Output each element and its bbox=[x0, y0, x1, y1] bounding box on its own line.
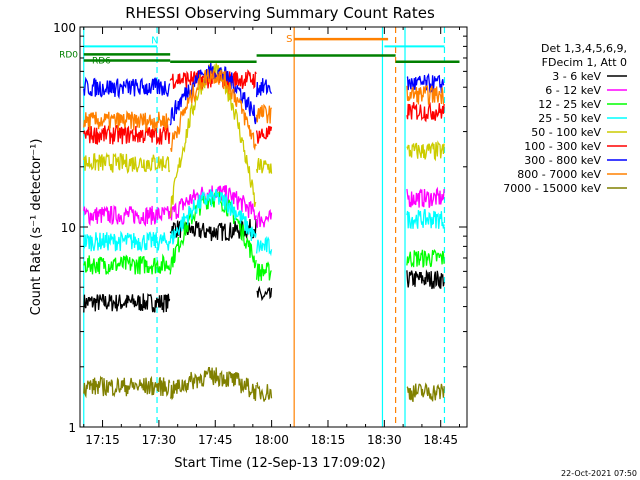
series-2-segment-2 bbox=[255, 261, 272, 282]
rd-label-0: RD0 bbox=[59, 50, 78, 60]
legend-header-0: Det 1,3,4,5,6,9, bbox=[541, 42, 627, 55]
legend-item-label: 3 - 6 keV bbox=[552, 70, 601, 83]
series-7-segment-1 bbox=[169, 69, 257, 152]
legend-item-1: 6 - 12 keV bbox=[545, 84, 627, 97]
series-4-segment-3 bbox=[406, 140, 445, 162]
legend-item-2: 12 - 25 keV bbox=[538, 98, 627, 111]
x-tick-label-0: 17:15 bbox=[85, 433, 120, 447]
series-0-segment-2 bbox=[256, 285, 273, 302]
series-1-segment-3 bbox=[406, 186, 445, 208]
legend-item-7: 800 - 7000 keV bbox=[517, 168, 627, 181]
legend-item-label: 6 - 12 keV bbox=[545, 84, 601, 97]
x-axis-label: Start Time (12-Sep-13 17:09:02) bbox=[174, 456, 385, 471]
series-3-segment-1 bbox=[169, 188, 257, 245]
legend-item-label: 50 - 100 keV bbox=[531, 126, 601, 139]
series-0-segment-0 bbox=[83, 293, 171, 313]
legend-item-label: 7000 - 15000 keV bbox=[503, 182, 601, 195]
x-tick-label-4: 18:15 bbox=[311, 433, 346, 447]
series-3-segment-2 bbox=[255, 236, 273, 257]
y-tick-label-0: 1 bbox=[68, 421, 76, 435]
y-axis-label: Count Rate (s⁻¹ detector⁻¹) bbox=[29, 139, 44, 316]
series-7 bbox=[83, 69, 445, 152]
legend-item-label: 300 - 800 keV bbox=[524, 154, 601, 167]
y-tick-label-1: 10 bbox=[61, 221, 76, 235]
series-7-segment-3 bbox=[406, 85, 445, 105]
x-tick-label-6: 18:45 bbox=[423, 433, 458, 447]
series-2 bbox=[83, 190, 445, 282]
series-3 bbox=[83, 188, 445, 257]
series-4-segment-2 bbox=[255, 158, 273, 174]
series-4-segment-0 bbox=[83, 151, 171, 174]
legend: Det 1,3,4,5,6,9,FDecim 1, Att 03 - 6 keV… bbox=[503, 42, 627, 195]
axes: 17:15 17:30 17:45 18:00 18:15 18:30 18:45 1 10 10… bbox=[53, 21, 467, 447]
legend-header-1: FDecim 1, Att 0 bbox=[542, 56, 627, 69]
series-8-segment-2 bbox=[256, 381, 273, 402]
series-6-segment-2 bbox=[255, 78, 273, 98]
series-5-segment-2 bbox=[255, 125, 273, 144]
series-2-segment-0 bbox=[83, 253, 171, 275]
chart-title: RHESSI Observing Summary Count Rates bbox=[125, 4, 435, 22]
series-0-segment-3 bbox=[406, 269, 445, 290]
rd-label-1: RD6 bbox=[92, 56, 111, 66]
series-1-segment-0 bbox=[83, 204, 171, 227]
legend-item-3: 25 - 50 keV bbox=[538, 112, 627, 125]
legend-item-0: 3 - 6 keV bbox=[552, 70, 627, 83]
legend-item-5: 100 - 300 keV bbox=[524, 140, 627, 153]
legend-item-label: 25 - 50 keV bbox=[538, 112, 601, 125]
series-2-segment-3 bbox=[406, 248, 445, 268]
y-tick-label-2: 100 bbox=[53, 21, 76, 35]
x-tick-label-3: 18:00 bbox=[254, 433, 289, 447]
series-7-segment-0 bbox=[83, 110, 171, 133]
series-5-segment-3 bbox=[406, 102, 445, 123]
x-tick-label-1: 17:30 bbox=[142, 433, 177, 447]
series-8 bbox=[83, 366, 445, 402]
series-3-segment-3 bbox=[406, 208, 445, 230]
legend-item-8: 7000 - 15000 keV bbox=[503, 182, 627, 195]
saa-bar-label: S bbox=[286, 34, 292, 45]
x-tick-label-2: 17:45 bbox=[198, 433, 233, 447]
series-3-segment-0 bbox=[83, 230, 171, 253]
night-bar-label-0: N bbox=[151, 35, 158, 46]
series-8-segment-1 bbox=[169, 366, 257, 401]
series-7-segment-2 bbox=[255, 103, 273, 124]
legend-item-4: 50 - 100 keV bbox=[531, 126, 627, 139]
legend-item-label: 100 - 300 keV bbox=[524, 140, 601, 153]
x-tick-label-5: 18:30 bbox=[367, 433, 402, 447]
legend-item-label: 12 - 25 keV bbox=[538, 98, 601, 111]
legend-item-label: 800 - 7000 keV bbox=[517, 168, 601, 181]
series-8-segment-3 bbox=[406, 382, 445, 402]
legend-item-6: 300 - 800 keV bbox=[524, 154, 627, 167]
series-6-segment-0 bbox=[83, 76, 171, 100]
series-1-segment-2 bbox=[255, 209, 273, 228]
plot-area: N S RD0 RD6 bbox=[59, 27, 460, 427]
annotations: N S RD0 RD6 bbox=[59, 34, 460, 66]
series-2-segment-1 bbox=[169, 190, 257, 275]
footer-timestamp: 22-Oct-2021 07:50 bbox=[561, 469, 637, 478]
series-8-segment-0 bbox=[83, 375, 171, 399]
